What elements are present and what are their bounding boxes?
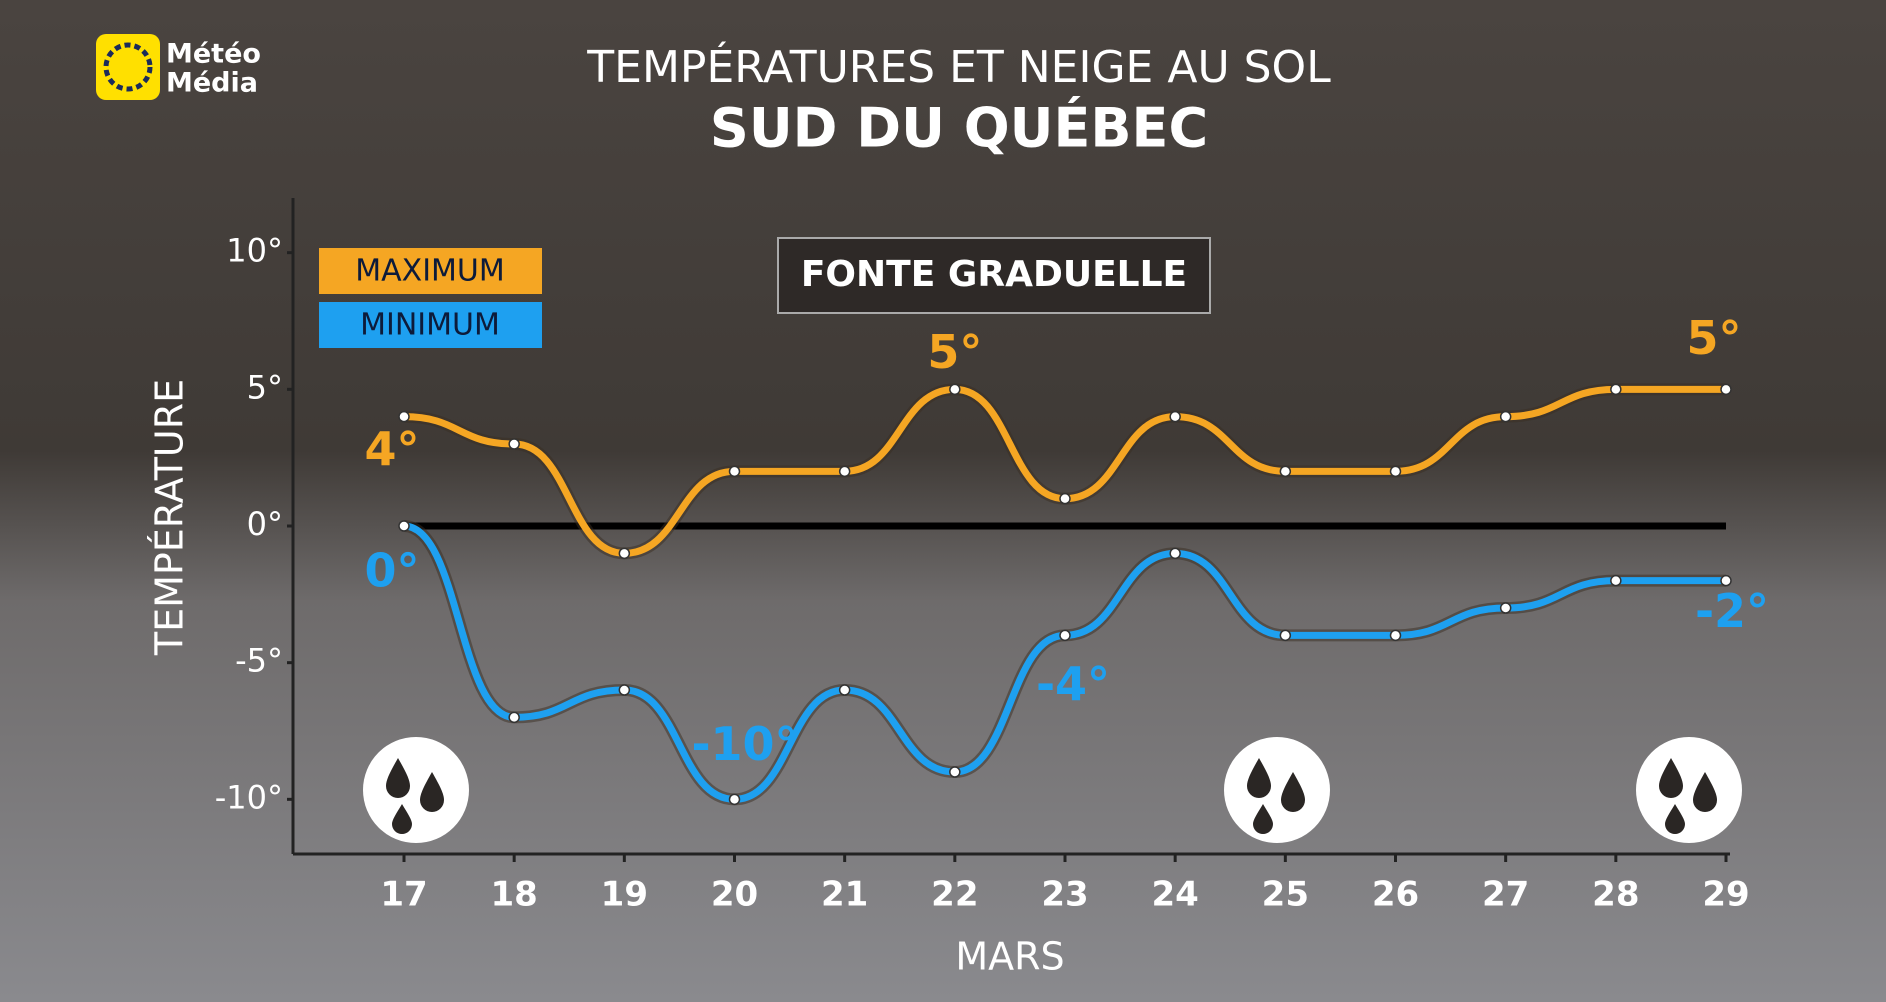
data-point (1169, 547, 1181, 560)
data-point (398, 520, 410, 532)
data-point (1499, 410, 1512, 423)
chart-subtitle: SUD DU QUÉBEC (710, 97, 1208, 160)
data-point (1720, 383, 1732, 396)
data-point (1279, 465, 1292, 478)
data-point (1610, 574, 1622, 587)
x-tick-label: 19 (601, 875, 648, 915)
data-point (838, 465, 851, 478)
data-point (1279, 629, 1292, 642)
y-tick-label: -5° (235, 642, 283, 680)
value-label: 4° (364, 422, 419, 476)
legend-swatch (319, 248, 542, 294)
legend-label: MAXIMUM (355, 254, 505, 289)
annotation-box (777, 237, 1211, 314)
data-point (728, 793, 741, 806)
x-tick-label: 18 (491, 875, 538, 915)
x-tick-label: 22 (931, 875, 978, 915)
data-point (618, 684, 631, 696)
x-tick-label: 29 (1702, 875, 1749, 915)
x-tick-label: 28 (1592, 875, 1639, 915)
data-point (1389, 629, 1402, 642)
y-tick-label: -10° (215, 778, 283, 816)
x-tick-label: 26 (1372, 875, 1419, 915)
y-axis-label: TEMPÉRATURE (148, 379, 192, 656)
x-tick-label: 21 (821, 875, 868, 915)
logo-text: Média (166, 68, 258, 99)
value-label: -10° (691, 717, 797, 771)
value-label: -2° (1695, 584, 1769, 638)
data-point (618, 547, 631, 560)
y-tick-label: 0° (247, 505, 283, 543)
rain-icon (1636, 737, 1742, 843)
value-label: 0° (364, 544, 419, 598)
rain-icons (363, 737, 1742, 843)
logo-globe (103, 42, 153, 92)
x-tick-label: 25 (1262, 875, 1309, 915)
annotation: FONTE GRADUELLE (801, 254, 1187, 295)
rain-icon (1224, 737, 1330, 843)
x-tick-label: 24 (1152, 875, 1199, 915)
chart-title: TEMPÉRATURES ET NEIGE AU SOL (586, 40, 1331, 93)
data-point (1169, 410, 1181, 423)
y-tick-label: 10° (226, 232, 283, 270)
data-point (398, 410, 410, 423)
x-tick-label: 20 (711, 875, 758, 915)
data-point (838, 684, 851, 696)
series-line (403, 522, 1726, 803)
value-label: 5° (1686, 311, 1741, 365)
rain-icon (363, 737, 469, 843)
data-point (1389, 465, 1402, 478)
data-point (949, 383, 961, 396)
data-point (1059, 492, 1071, 505)
x-tick-label: 17 (380, 875, 427, 915)
data-point (1059, 629, 1071, 642)
data-point (949, 766, 961, 778)
logo-text: Météo (166, 39, 261, 70)
y-tick-label: 5° (247, 368, 283, 406)
data-point (728, 465, 741, 478)
x-tick-label: 23 (1041, 875, 1088, 915)
legend-label: MINIMUM (360, 308, 500, 343)
legend-swatch (319, 302, 542, 348)
x-tick-label: 27 (1482, 875, 1529, 915)
data-point (1499, 602, 1512, 614)
value-label: -4° (1036, 657, 1110, 711)
data-point (508, 711, 520, 724)
data-point (1720, 574, 1732, 587)
logo: Météo Média (96, 34, 261, 100)
value-label: 5° (927, 325, 982, 379)
x-axis-label: MARS (955, 935, 1064, 979)
data-point (508, 438, 520, 450)
data-point (1610, 383, 1622, 396)
